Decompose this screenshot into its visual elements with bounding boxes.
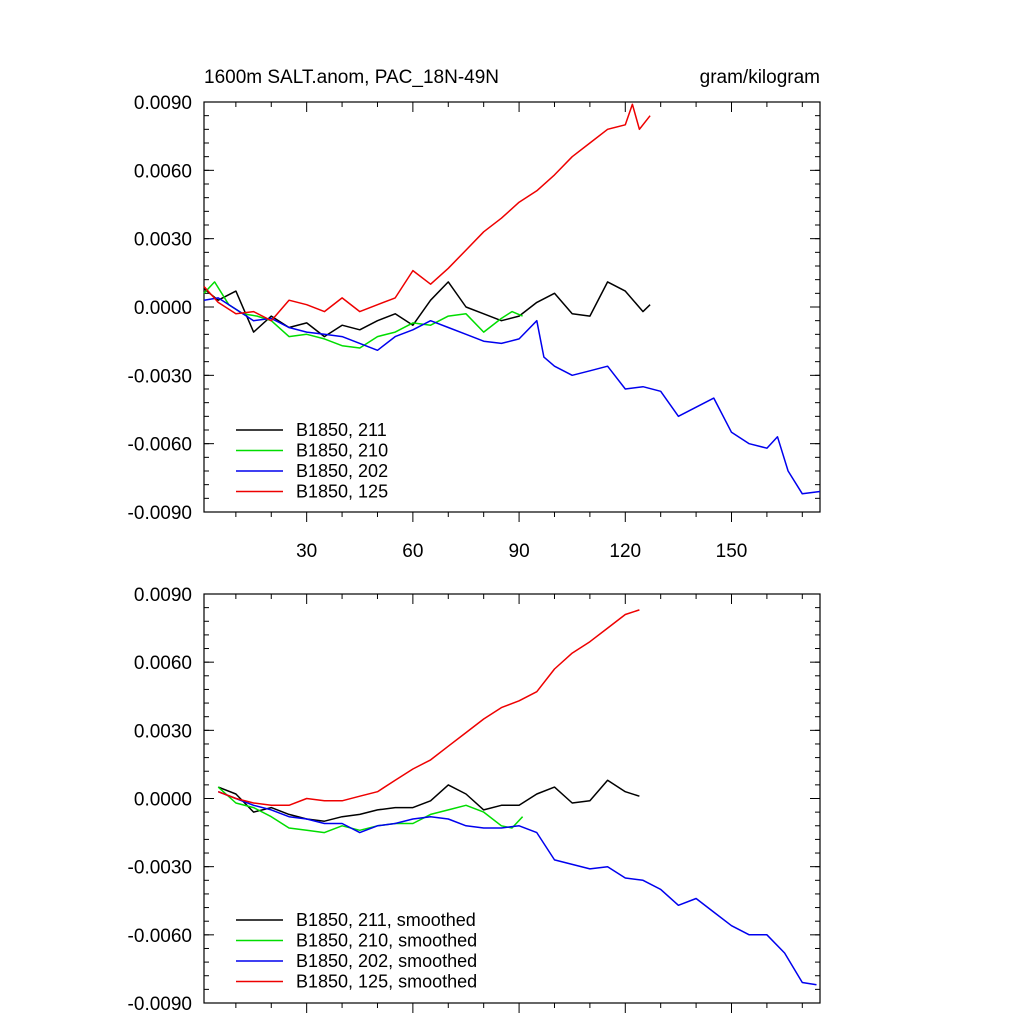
bottom-panel: -0.0090 -0.0060 -0.0030 0.0000 0.0030 0.0060 0… bbox=[128, 585, 821, 1015]
y-tick-label: -0.0090 bbox=[128, 503, 192, 524]
y-tick-label: 0.0090 bbox=[134, 93, 192, 114]
x-tick-label: 30 bbox=[296, 541, 317, 562]
y-tick-label: -0.0030 bbox=[128, 366, 192, 387]
y-tick-label: -0.0060 bbox=[128, 435, 192, 456]
legend-label-1: B1850, 211, smoothed bbox=[296, 910, 476, 930]
legend-label-3: B1850, 202 bbox=[296, 461, 388, 481]
x-tick-label: 90 bbox=[509, 541, 530, 562]
top-panel: -0.0090 -0.0060 -0.0030 0.0000 0.0030 0.0060 0… bbox=[128, 67, 821, 562]
legend-label-2: B1850, 210, smoothed bbox=[296, 931, 477, 951]
legend-label-3: B1850, 202, smoothed bbox=[296, 951, 477, 971]
x-tick-label: 150 bbox=[716, 541, 748, 562]
x-tick-label: 120 bbox=[609, 541, 641, 562]
y-tick-label: -0.0090 bbox=[128, 994, 192, 1015]
y-tick-label: -0.0060 bbox=[128, 926, 192, 947]
series-line-2 bbox=[203, 281, 523, 349]
y-tick-label: -0.0030 bbox=[128, 858, 192, 879]
y-tick-label: 0.0000 bbox=[134, 790, 192, 811]
chart-units: gram/kilogram bbox=[700, 67, 820, 88]
y-tick-label: 0.0030 bbox=[134, 230, 192, 251]
y-tick-label: 0.0090 bbox=[134, 585, 192, 606]
series-line-4 bbox=[203, 103, 651, 322]
chart-title: 1600m SALT.anom, PAC_18N-49N bbox=[204, 67, 499, 88]
series-line-3 bbox=[203, 297, 821, 495]
series-line-1 bbox=[203, 281, 651, 338]
y-tick-label: 0.0060 bbox=[134, 161, 192, 182]
y-tick-label: 0.0030 bbox=[134, 721, 192, 742]
legend-label-4: B1850, 125 bbox=[296, 482, 388, 502]
series-line-1 bbox=[217, 779, 640, 822]
x-tick-label: 60 bbox=[402, 541, 423, 562]
legend-label-2: B1850, 210 bbox=[296, 441, 388, 461]
y-tick-label: 0.0000 bbox=[134, 298, 192, 319]
y-tick-label: 0.0060 bbox=[134, 653, 192, 674]
series-line-4 bbox=[217, 609, 640, 807]
series-line-3 bbox=[217, 790, 817, 986]
legend-label-4: B1850, 125, smoothed bbox=[296, 972, 477, 992]
legend-label-1: B1850, 211 bbox=[296, 420, 387, 440]
